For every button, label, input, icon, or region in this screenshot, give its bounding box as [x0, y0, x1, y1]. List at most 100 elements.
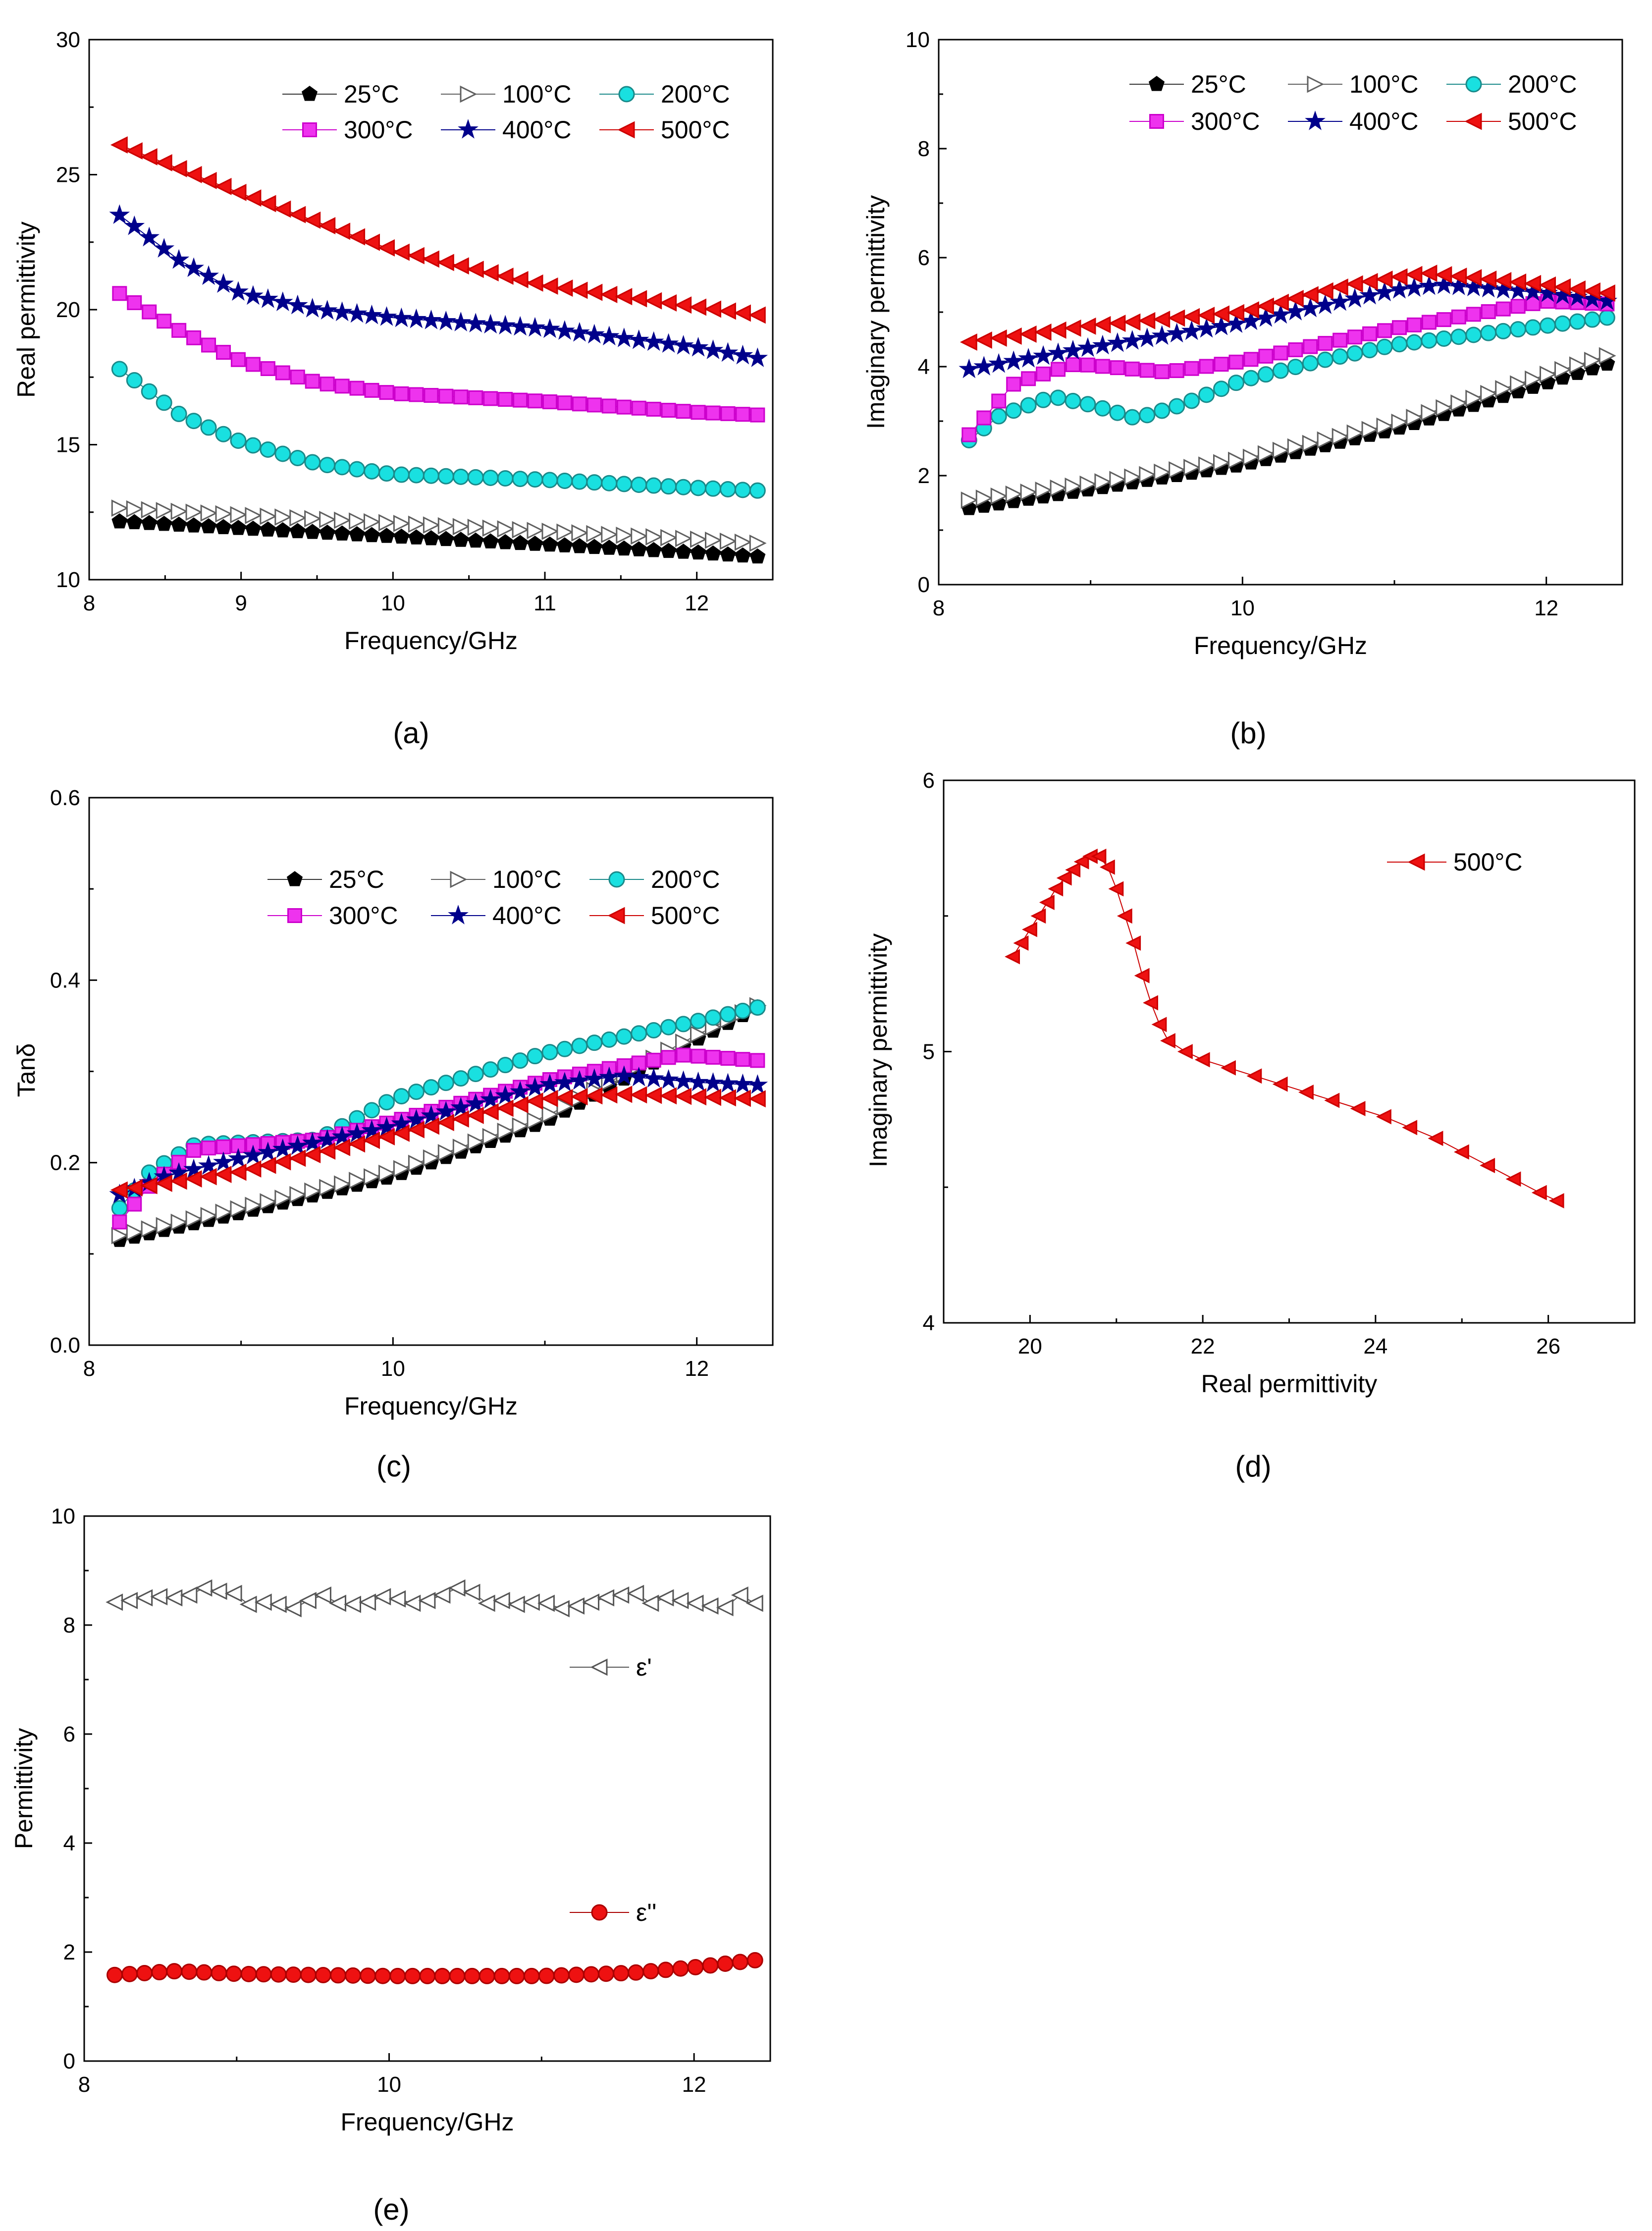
data-point: [527, 536, 543, 551]
data-point: [403, 1594, 421, 1612]
data-point: [1300, 297, 1321, 318]
x-tick-label: 24: [1363, 1334, 1387, 1359]
data-point: [285, 1966, 302, 1983]
data-point: [675, 479, 692, 495]
data-point: [110, 1181, 128, 1199]
data-point: [659, 1087, 677, 1105]
data-point: [612, 1586, 630, 1604]
data-point: [1139, 363, 1155, 378]
data-point: [1109, 471, 1127, 489]
data-point: [1420, 265, 1438, 282]
data-point: [1346, 424, 1364, 442]
x-tick-label: 12: [685, 591, 709, 615]
data-point: [270, 1966, 287, 1983]
data-point: [1525, 370, 1542, 388]
y-tick-label: 8: [918, 137, 930, 161]
data-point: [407, 1121, 425, 1139]
data-point: [1273, 345, 1288, 361]
data-point: [1117, 908, 1132, 924]
data-point: [1346, 345, 1363, 362]
data-point: [676, 404, 691, 419]
data-point: [495, 315, 516, 335]
data-point: [1079, 396, 1096, 413]
data-point: [111, 1200, 128, 1217]
data-point: [1495, 323, 1512, 339]
data-point: [988, 353, 1010, 373]
data-point: [452, 518, 470, 536]
data-point: [140, 1177, 158, 1195]
data-point: [1272, 441, 1290, 459]
legend-label: 100°C: [1349, 70, 1419, 98]
legend-label: 100°C: [502, 80, 572, 108]
data-point: [1004, 327, 1022, 345]
data-point: [348, 1135, 366, 1153]
data-point: [422, 250, 439, 268]
data-point: [1094, 473, 1112, 491]
data-point: [124, 215, 145, 235]
data-point: [333, 1139, 351, 1156]
data-point: [493, 1967, 510, 1984]
x-axis-label: Frequency/GHz: [1194, 632, 1367, 659]
data-point: [109, 204, 130, 224]
data-point: [675, 1016, 692, 1033]
data-point: [646, 401, 661, 417]
data-point: [628, 1964, 644, 1981]
data-point: [527, 1048, 543, 1065]
series-100°C: [111, 499, 767, 552]
data-point: [1510, 321, 1527, 338]
data-point: [107, 1966, 123, 1983]
legend-marker: [1149, 114, 1164, 129]
data-point: [1018, 348, 1039, 368]
data-point: [1598, 284, 1615, 302]
data-point: [408, 467, 425, 484]
data-point: [528, 393, 543, 409]
data-point: [720, 1051, 736, 1066]
data-point: [1022, 922, 1037, 937]
legend-marker: [302, 122, 317, 137]
legend-label: 200°C: [1508, 70, 1577, 98]
data-point: [259, 1156, 276, 1174]
data-point: [1065, 477, 1082, 495]
data-point: [510, 1081, 531, 1101]
legend-marker: [590, 1658, 608, 1676]
data-point: [245, 520, 261, 536]
data-point: [436, 254, 454, 272]
x-tick-label: 12: [685, 1357, 709, 1381]
data-point: [734, 1089, 751, 1107]
data-point: [1005, 949, 1020, 965]
data-point: [555, 279, 573, 297]
data-point: [467, 1133, 485, 1151]
data-point: [215, 1203, 233, 1221]
data-point: [244, 189, 262, 207]
data-point: [480, 314, 501, 334]
data-point: [585, 1087, 603, 1105]
data-point: [690, 1013, 707, 1030]
data-point: [392, 1124, 410, 1142]
data-point: [406, 1109, 427, 1129]
data-point: [1198, 456, 1216, 474]
data-point: [508, 1967, 525, 1984]
y-tick-label: 2: [918, 464, 930, 488]
data-point: [1073, 854, 1089, 870]
data-point: [140, 148, 158, 165]
data-point: [450, 312, 472, 331]
data-point: [482, 519, 500, 537]
data-point: [554, 1072, 575, 1092]
series-100°C: [960, 347, 1616, 509]
data-point: [512, 1117, 530, 1135]
data-point: [976, 410, 992, 426]
legend-label: ε': [636, 1653, 652, 1681]
data-point: [660, 543, 677, 558]
y-tick-label: 15: [56, 433, 80, 457]
data-point: [121, 1965, 138, 1982]
data-point: [1548, 1193, 1564, 1209]
data-point: [1080, 357, 1095, 373]
data-point: [1030, 908, 1046, 924]
panel-caption: (b): [1230, 716, 1266, 750]
data-point: [1301, 286, 1319, 304]
data-point: [302, 1132, 323, 1152]
data-point: [732, 1954, 748, 1970]
data-point: [230, 506, 248, 524]
data-point: [615, 288, 633, 306]
series-500°C: [110, 1086, 766, 1199]
